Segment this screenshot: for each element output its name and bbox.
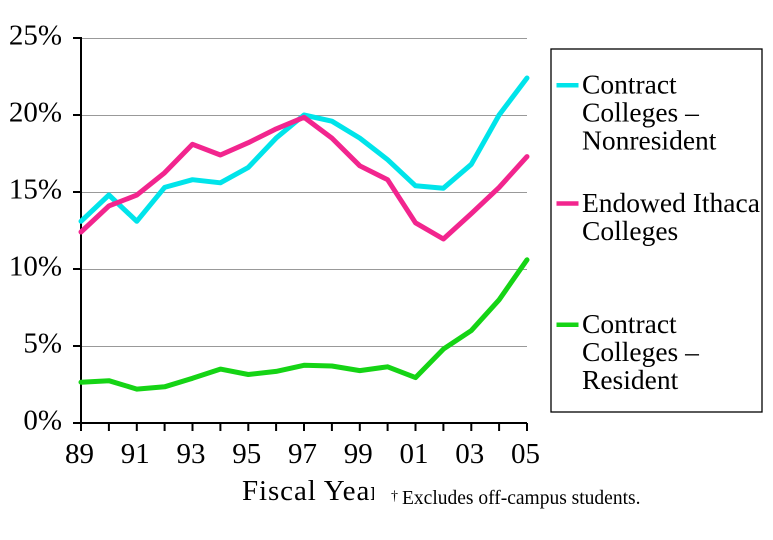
svg-text:95: 95: [232, 438, 261, 470]
svg-text:Resident: Resident: [582, 364, 679, 395]
svg-text:Contract: Contract: [582, 308, 677, 339]
svg-text:91: 91: [121, 438, 150, 470]
svg-text:Fiscal Year: Fiscal Year: [242, 475, 381, 507]
svg-text:99: 99: [344, 438, 373, 470]
svg-text:Colleges –: Colleges –: [582, 97, 699, 128]
svg-text:05: 05: [511, 438, 540, 470]
svg-text:25%: 25%: [9, 20, 62, 52]
svg-text:03: 03: [455, 438, 484, 470]
svg-text:Nonresident: Nonresident: [582, 124, 717, 155]
svg-text:Colleges: Colleges: [582, 215, 678, 246]
svg-text:01: 01: [400, 438, 429, 470]
svg-text:Colleges –: Colleges –: [582, 336, 699, 367]
svg-text:15%: 15%: [9, 174, 62, 206]
svg-text:20%: 20%: [9, 97, 62, 129]
svg-text:89: 89: [65, 438, 94, 470]
svg-text:93: 93: [177, 438, 206, 470]
svg-text:†: †: [391, 489, 398, 504]
svg-text:97: 97: [288, 438, 317, 470]
svg-text:10%: 10%: [9, 251, 62, 283]
svg-text:Excludes off-campus students.: Excludes off-campus students.: [402, 488, 640, 509]
svg-text:Contract: Contract: [582, 69, 677, 100]
svg-text:5%: 5%: [23, 328, 62, 360]
svg-text:0%: 0%: [23, 405, 62, 437]
svg-text:Endowed Ithaca: Endowed Ithaca: [582, 187, 760, 218]
